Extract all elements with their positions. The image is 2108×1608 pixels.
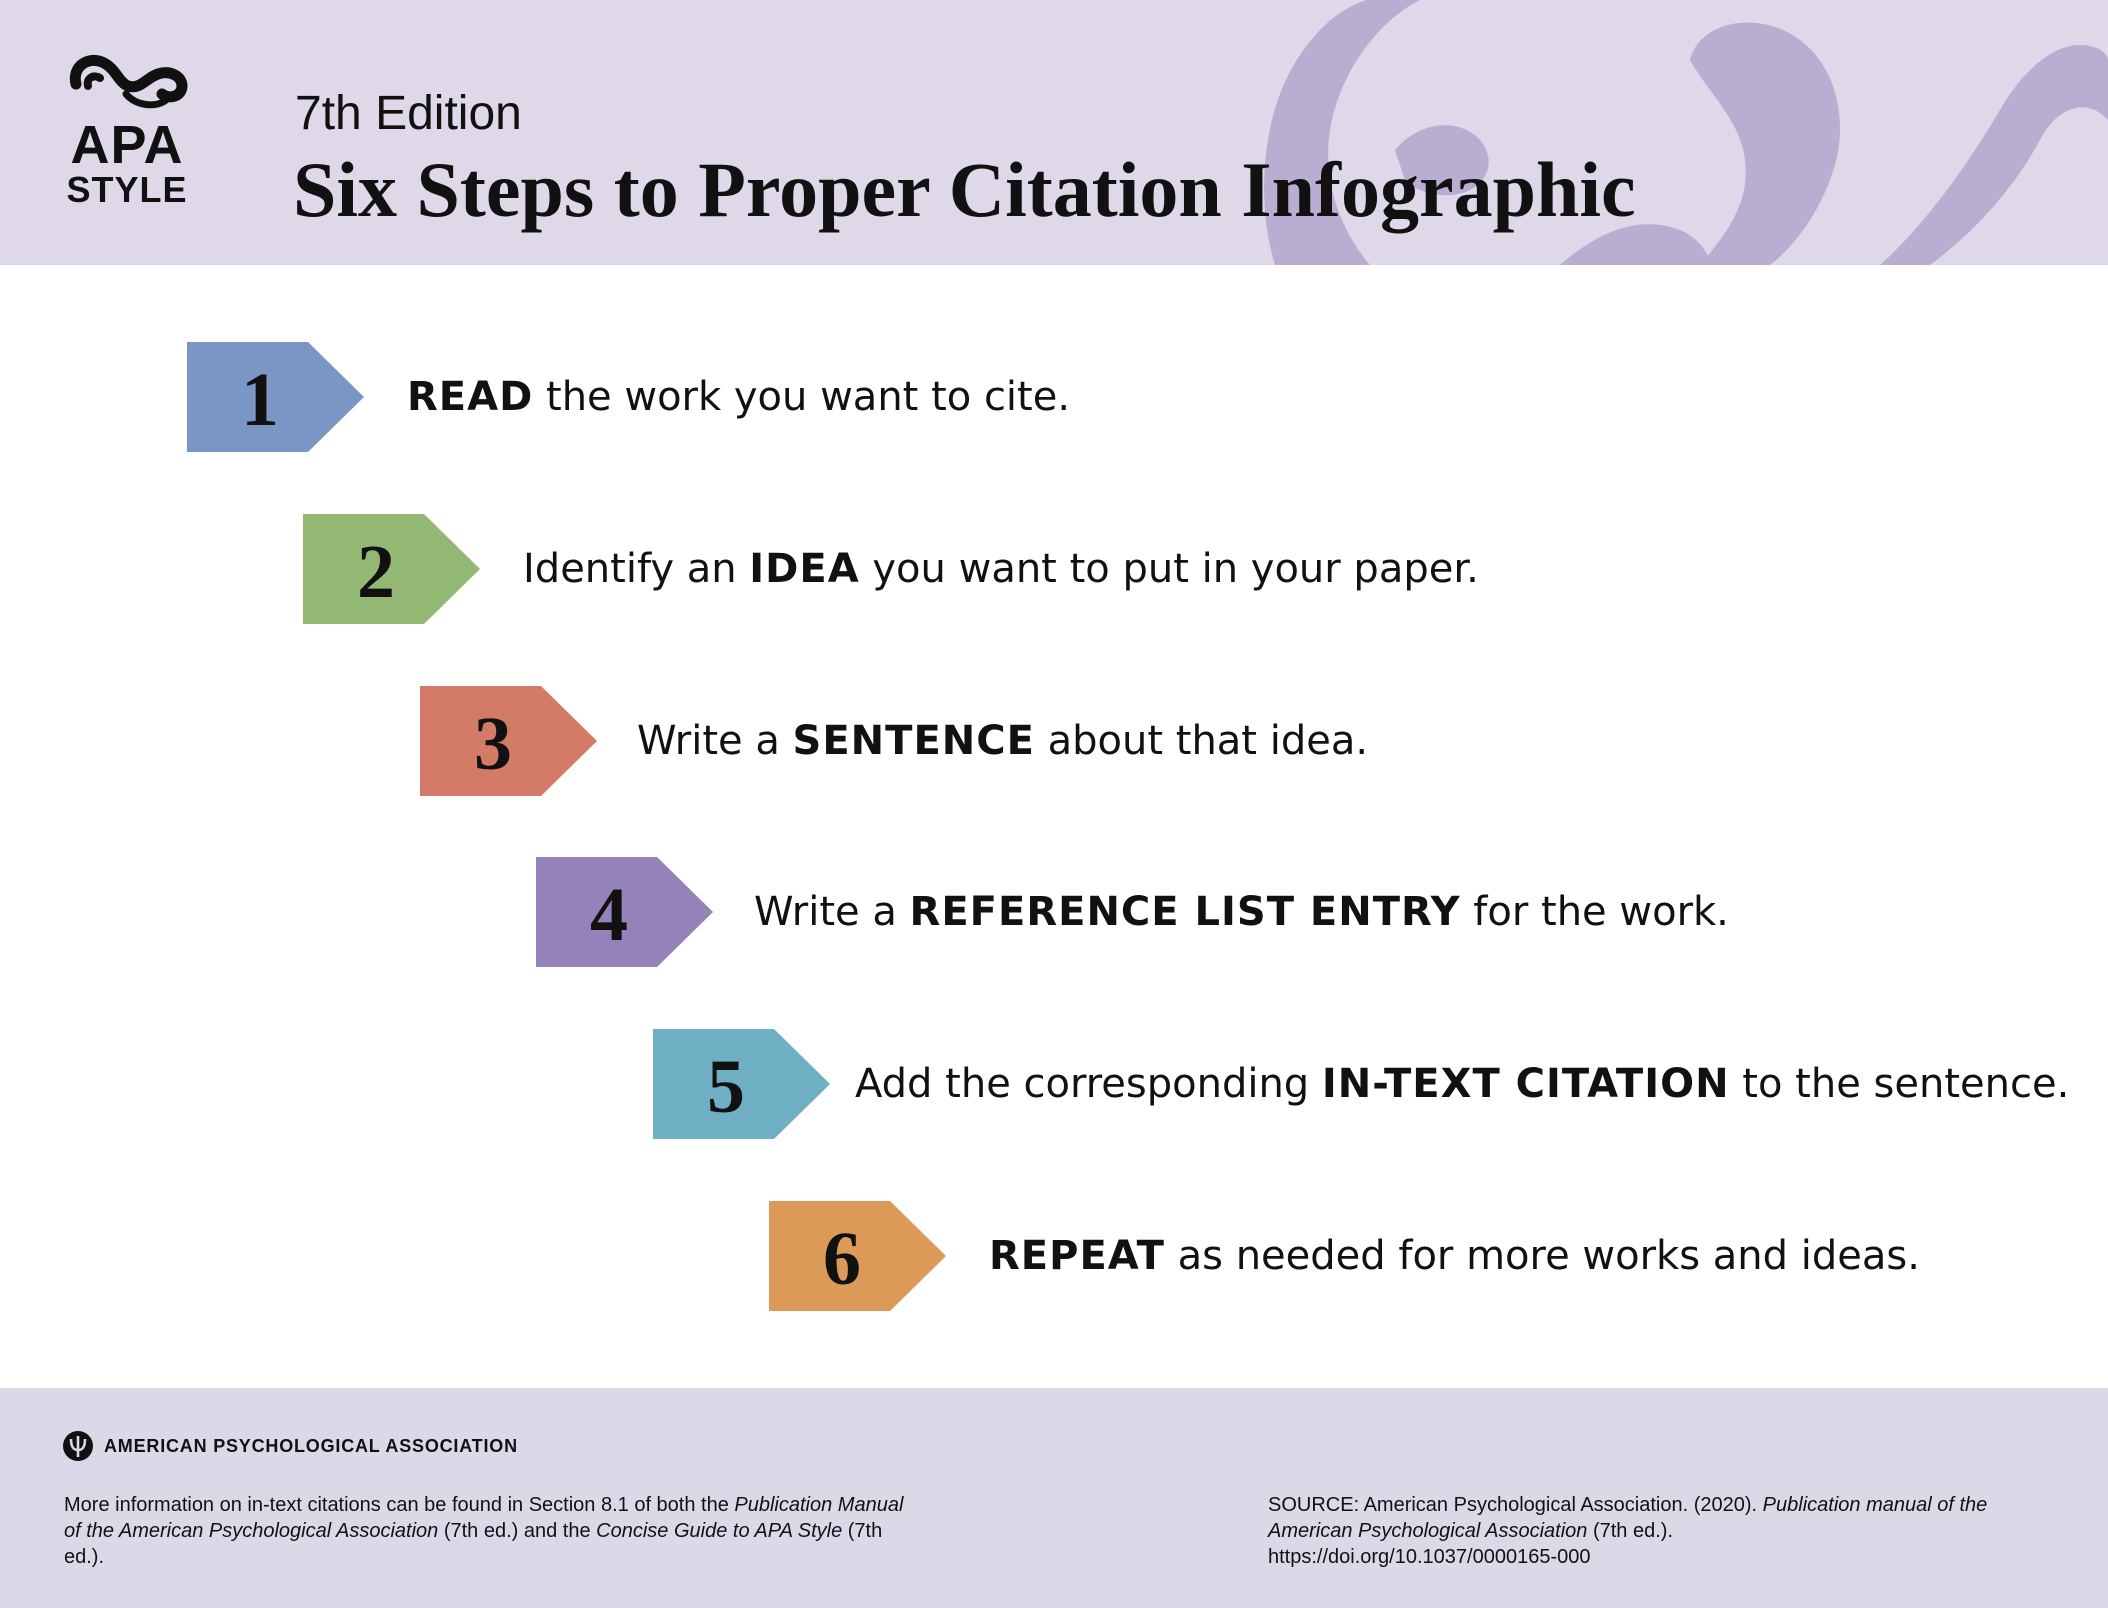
step-5: 5 Add the corresponding IN-TEXT CITATION… (653, 1029, 2108, 1139)
note-concise-guide: Concise Guide to APA Style (596, 1520, 843, 1542)
source-text-1: SOURCE: American Psychological Associati… (1268, 1494, 1763, 1516)
step-text-pre: Write a (754, 889, 910, 935)
step-keyword: REPEAT (989, 1233, 1165, 1279)
step-number: 5 (707, 1045, 745, 1129)
organization-name: AMERICAN PSYCHOLOGICAL ASSOCIATION (104, 1436, 518, 1456)
note-publication-manual: Publication Manual of the American Psych… (64, 1494, 904, 1542)
step-keyword: IN-TEXT CITATION (1321, 1061, 1730, 1107)
logo-apa-text: APA (70, 115, 184, 175)
step-text-pre: Add the corresponding (855, 1061, 1322, 1107)
page-title: Six Steps to Proper Citation Infographic (293, 146, 1636, 233)
step-instruction: READ the work you want to cite. (407, 342, 1070, 452)
step-keyword: READ (407, 374, 534, 420)
step-instruction: Identify an IDEA you want to put in your… (523, 514, 1479, 624)
logo-style-text: STYLE (66, 169, 188, 210)
step-text-post: about that idea. (1034, 718, 1369, 764)
step-4: 4 Write a REFERENCE LIST ENTRY for the w… (536, 857, 2108, 967)
step-keyword: IDEA (749, 546, 860, 592)
step-number: 1 (241, 358, 279, 442)
note-text-2: (7th ed.) and the (438, 1520, 597, 1542)
step-2: 2 Identify an IDEA you want to put in yo… (303, 514, 2108, 624)
note-text-3: (7th ed.). (64, 1520, 883, 1568)
step-keyword: REFERENCE LIST ENTRY (909, 889, 1461, 935)
source-citation: SOURCE: American Psychological Associati… (1268, 1492, 1988, 1570)
step-text-post: to the sentence. (1729, 1061, 2070, 1107)
edition-label: 7th Edition (295, 87, 522, 140)
step-instruction: Add the corresponding IN-TEXT CITATION t… (855, 1029, 2069, 1139)
ampersand-ornament-icon (1264, 0, 2108, 265)
footer: AMERICAN PSYCHOLOGICAL ASSOCIATION More … (0, 1388, 2108, 1608)
note-text-1: More information on in-text citations ca… (64, 1494, 735, 1516)
more-info-note: More information on in-text citations ca… (64, 1492, 924, 1570)
step-6: 6 REPEAT as needed for more works and id… (769, 1201, 2108, 1311)
source-doi-link[interactable]: https://doi.org/10.1037/0000165-000 (1268, 1546, 1591, 1568)
step-text-post: for the work. (1460, 889, 1729, 935)
source-text-2: (7th ed.). (1587, 1520, 1674, 1542)
step-text-post: the work you want to cite. (533, 374, 1071, 420)
header-banner: APA STYLE 7th Edition Six Steps to Prope… (0, 0, 2108, 265)
step-instruction: REPEAT as needed for more works and idea… (989, 1201, 1920, 1311)
step-1: 1 READ the work you want to cite. (187, 342, 2027, 452)
step-number: 3 (474, 702, 512, 786)
apa-swirl-logo-icon (69, 55, 188, 109)
apa-style-logo: APA STYLE (62, 50, 192, 215)
step-number: 4 (590, 873, 628, 957)
step-text-pre: Identify an (523, 546, 750, 592)
step-keyword: SENTENCE (792, 718, 1035, 764)
step-number: 2 (357, 530, 395, 614)
step-text-post: you want to put in your paper. (859, 546, 1479, 592)
step-text-post: as needed for more works and ideas. (1164, 1233, 1920, 1279)
step-text-pre: Write a (637, 718, 793, 764)
source-title: Publication manual of the American Psych… (1268, 1494, 1988, 1542)
step-instruction: Write a REFERENCE LIST ENTRY for the wor… (754, 857, 1729, 967)
step-3: 3 Write a SENTENCE about that idea. (420, 686, 2108, 796)
step-number: 6 (823, 1217, 861, 1301)
apa-psi-seal-icon (63, 1431, 93, 1461)
step-instruction: Write a SENTENCE about that idea. (637, 686, 1368, 796)
